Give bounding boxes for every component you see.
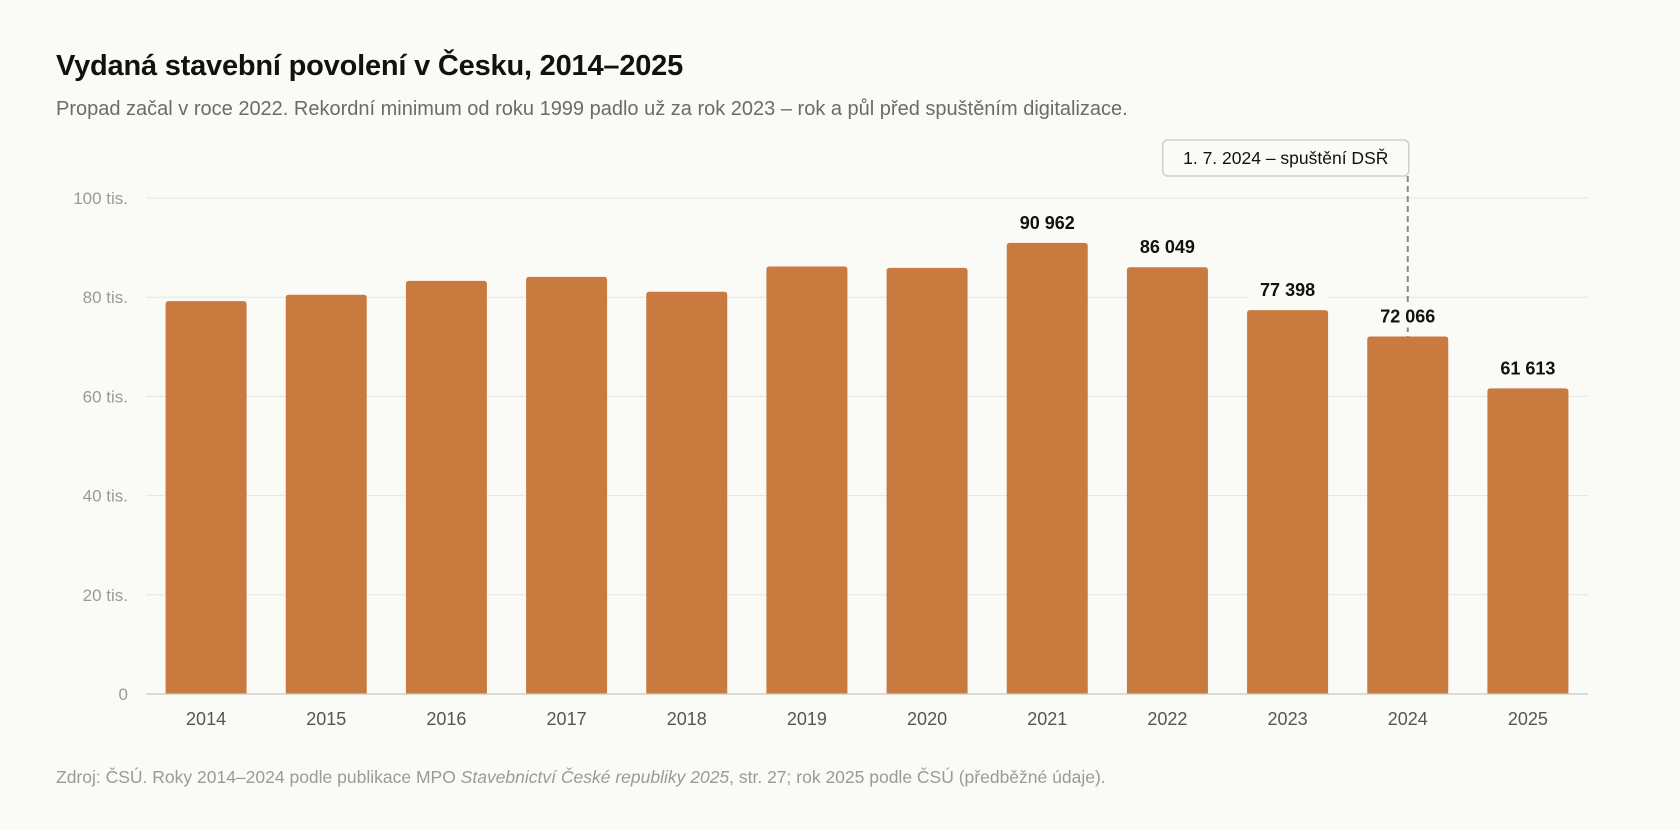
annotation-box bbox=[1162, 139, 1410, 177]
x-tick-label: 2017 bbox=[547, 709, 587, 729]
y-tick-label: 20 tis. bbox=[83, 586, 128, 605]
data-label-bg bbox=[1367, 303, 1448, 328]
source-suffix: , str. 27; rok 2025 podle ČSÚ (předběžné… bbox=[729, 767, 1106, 787]
x-tick-label: 2021 bbox=[1027, 709, 1067, 729]
y-tick-label: 80 tis. bbox=[83, 288, 128, 307]
y-tick-label: 60 tis. bbox=[83, 387, 128, 406]
bar-2016 bbox=[405, 280, 487, 694]
y-tick-label: 0 bbox=[119, 685, 128, 704]
chart-title: Vydaná stavební povolení v Česku, 2014–2… bbox=[56, 50, 684, 82]
x-tick-label: 2015 bbox=[306, 709, 346, 729]
data-label-2022: 86 049 bbox=[1140, 237, 1195, 257]
bar-2015 bbox=[285, 294, 367, 694]
x-tick-label: 2014 bbox=[186, 709, 226, 729]
bar-2021 bbox=[1006, 242, 1088, 694]
x-tick-label: 2016 bbox=[426, 709, 466, 729]
data-label-bg bbox=[1247, 277, 1328, 302]
bar-2025 bbox=[1487, 388, 1569, 694]
source-publication: Stavebnictví České republiky 2025 bbox=[460, 767, 730, 787]
x-tick-label: 2020 bbox=[907, 709, 947, 729]
chart-subtitle: Propad začal v roce 2022. Rekordní minim… bbox=[56, 98, 1128, 120]
y-tick-label: 100 tis. bbox=[73, 189, 128, 208]
x-tick-label: 2024 bbox=[1388, 709, 1428, 729]
source-prefix: Zdroj: ČSÚ. Roky 2014–2024 podle publika… bbox=[56, 767, 461, 787]
x-tick-label: 2018 bbox=[667, 709, 707, 729]
x-tick-label: 2022 bbox=[1147, 709, 1187, 729]
bar-2023 bbox=[1247, 310, 1329, 694]
x-tick-label: 2023 bbox=[1268, 709, 1308, 729]
y-tick-label: 40 tis. bbox=[83, 487, 128, 506]
bar-2014 bbox=[165, 301, 247, 694]
bar-2024 bbox=[1367, 336, 1449, 694]
annotation-label: 1. 7. 2024 – spuštění DSŘ bbox=[1183, 148, 1388, 168]
data-label-2025: 61 613 bbox=[1500, 358, 1555, 378]
x-tick-label: 2025 bbox=[1508, 709, 1548, 729]
bar-2022 bbox=[1126, 267, 1208, 694]
data-label-2023: 77 398 bbox=[1260, 280, 1315, 300]
data-label-bg bbox=[1127, 234, 1208, 259]
bar-2019 bbox=[766, 266, 848, 694]
x-tick-label: 2019 bbox=[787, 709, 827, 729]
data-label-bg bbox=[1007, 209, 1088, 234]
data-label-2021: 90 962 bbox=[1020, 213, 1075, 233]
source-note: Zdroj: ČSÚ. Roky 2014–2024 podle publika… bbox=[56, 767, 1106, 788]
bar-2018 bbox=[646, 291, 728, 694]
bar-2020 bbox=[886, 267, 968, 694]
bar-2017 bbox=[526, 276, 608, 694]
data-label-bg bbox=[1487, 355, 1568, 380]
data-label-2024: 72 066 bbox=[1380, 307, 1435, 327]
